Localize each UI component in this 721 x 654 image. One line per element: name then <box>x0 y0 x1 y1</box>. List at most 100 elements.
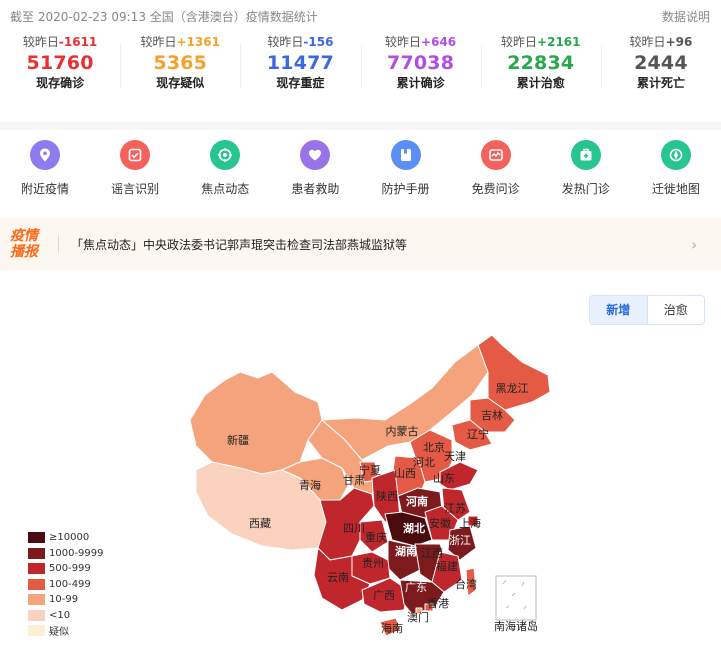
shortcut-label: 发热门诊 <box>561 182 610 196</box>
region-liaoning[interactable] <box>451 419 493 451</box>
region-heilongjiang[interactable] <box>477 334 551 411</box>
region-taiwan[interactable] <box>465 567 477 597</box>
region-hubei[interactable] <box>384 511 433 547</box>
ticker-text[interactable]: 「焦点动态」中央政法委书记郭声琨突击检查司法部燕城监狱等 <box>71 237 408 252</box>
shortcut-focus[interactable]: 焦点动态 <box>180 140 270 210</box>
region-xianggang[interactable] <box>424 603 434 612</box>
stat-label: 累计治愈 <box>516 76 565 90</box>
header: 截至 2020-02-23 09:13 全国（含港澳台）疫情数据统计 数据说明 <box>10 8 710 28</box>
stat-total-confirmed: 较昨日+646 77038 累计确诊 <box>360 34 481 96</box>
shortcut-label: 焦点动态 <box>201 182 250 196</box>
label-aomen: 澳门 <box>407 610 429 624</box>
region-neimenggu[interactable] <box>321 344 489 461</box>
news-ticker[interactable]: 疫情 播报 「焦点动态」中央政法委书记郭声琨突击检查司法部燕城监狱等 › <box>0 218 721 270</box>
label-hubei: 湖北 <box>403 521 425 535</box>
region-guangxi[interactable] <box>361 577 409 613</box>
nanhai-inset <box>495 575 537 621</box>
label-xianggang: 香港 <box>427 597 449 610</box>
label-qinghai: 青海 <box>299 478 321 492</box>
stats-row: 较昨日-1611 51760 现存确诊 较昨日+1361 5365 现存疑似 较… <box>0 34 721 96</box>
label-guangdong: 广东 <box>405 581 427 594</box>
label-zhejiang: 浙江 <box>449 534 471 547</box>
stat-total-deaths: 较昨日+96 2444 累计死亡 <box>600 34 721 96</box>
label-jiangsu: 江苏 <box>444 502 466 515</box>
handbook-icon <box>390 140 421 170</box>
chevron-right-icon[interactable]: › <box>691 234 698 254</box>
location-pin-icon <box>30 140 61 170</box>
stat-delta: +96 <box>665 35 693 49</box>
stat-label: 累计死亡 <box>636 76 685 90</box>
ticker-divider <box>58 235 59 253</box>
label-gansu: 甘肃 <box>343 474 365 487</box>
stat-value: 77038 <box>387 52 455 74</box>
stat-current-confirmed: 较昨日-1611 51760 现存确诊 <box>0 34 120 96</box>
shortcut-nearby[interactable]: 附近疫情 <box>0 140 90 210</box>
region-qinghai[interactable] <box>281 457 349 501</box>
toggle-cured[interactable]: 治愈 <box>647 296 704 324</box>
stat-value: 11477 <box>266 52 334 74</box>
map-legend: ≥10000 1000-9999 500-999 100-499 10-99 <… <box>28 530 104 639</box>
label-chongqing: 重庆 <box>365 530 387 544</box>
stat-compare: 较昨日-1611 <box>22 35 98 49</box>
region-hainan[interactable] <box>379 617 401 637</box>
shortcut-label: 免费问诊 <box>471 182 520 196</box>
china-map: 黑龙江 吉林 辽宁 内蒙古 北京 天津 河北 山西 山东 新疆 西藏 青海 甘肃… <box>189 334 551 637</box>
label-beijing: 北京 <box>423 440 445 454</box>
stat-delta: +646 <box>421 35 457 49</box>
shortcut-patient-aid[interactable]: 患者救助 <box>270 140 360 210</box>
shortcut-label: 附近疫情 <box>21 182 70 196</box>
region-shandong[interactable] <box>439 461 479 491</box>
stat-value: 2444 <box>634 52 688 74</box>
stat-delta: -1611 <box>58 35 98 49</box>
label-xizang: 西藏 <box>249 517 271 530</box>
legend-item: 10-99 <box>28 592 104 608</box>
ticker-badge: 疫情 播报 <box>10 228 38 260</box>
legend-swatch <box>28 532 45 544</box>
stat-delta: -156 <box>303 35 334 49</box>
data-note-link[interactable]: 数据说明 <box>661 10 710 24</box>
region-xinjiang[interactable] <box>189 371 323 475</box>
region-sichuan[interactable] <box>317 487 375 561</box>
label-shanxi: 山西 <box>394 467 416 480</box>
shortcut-rumor[interactable]: 谣言识别 <box>90 140 180 210</box>
label-ningxia: 宁夏 <box>359 463 381 477</box>
region-aomen[interactable] <box>415 607 423 615</box>
shortcut-consult[interactable]: 免费问诊 <box>451 140 541 210</box>
label-yunnan: 云南 <box>327 571 349 584</box>
label-hebei: 河北 <box>413 456 435 469</box>
clinic-icon <box>570 140 601 170</box>
legend-swatch <box>28 547 45 559</box>
stat-label: 累计确诊 <box>396 76 445 90</box>
legend-item: 疑似 <box>28 623 104 639</box>
label-shanghai: 上海 <box>459 516 481 530</box>
stat-compare: 较昨日+2161 <box>501 35 581 49</box>
consult-icon <box>480 140 511 170</box>
label-heilongjiang: 黑龙江 <box>496 382 529 395</box>
stat-value: 22834 <box>507 52 575 74</box>
region-fujian[interactable] <box>431 551 463 593</box>
toggle-new[interactable]: 新增 <box>590 296 648 324</box>
stat-label: 现存确诊 <box>36 76 85 90</box>
stat-compare: 较昨日+646 <box>385 35 457 49</box>
region-zhejiang[interactable] <box>447 525 477 561</box>
label-guangxi: 广西 <box>373 589 395 602</box>
shortcut-grid: 附近疫情 谣言识别 焦点动态 患者救助 防护手册 <box>0 140 721 210</box>
header-title: 截至 2020-02-23 09:13 全国（含港澳台）疫情数据统计 <box>10 10 318 24</box>
label-fujian: 福建 <box>436 559 458 573</box>
region-shanghai[interactable] <box>467 515 479 527</box>
shortcut-handbook[interactable]: 防护手册 <box>361 140 451 210</box>
legend-swatch <box>28 625 45 637</box>
shortcut-label: 迁徙地图 <box>651 182 700 196</box>
shortcut-migration[interactable]: 迁徙地图 <box>631 140 721 210</box>
label-neimenggu: 内蒙古 <box>386 424 419 438</box>
label-taiwan: 台湾 <box>455 577 477 591</box>
map-mode-toggle: 新增 治愈 <box>589 295 705 325</box>
section-divider <box>0 122 721 130</box>
heart-icon <box>300 140 331 170</box>
shortcut-clinic[interactable]: 发热门诊 <box>541 140 631 210</box>
stat-delta: +1361 <box>176 35 220 49</box>
focus-news-icon <box>210 140 241 170</box>
label-liaoning: 辽宁 <box>467 427 489 441</box>
label-xinjiang: 新疆 <box>227 433 249 447</box>
